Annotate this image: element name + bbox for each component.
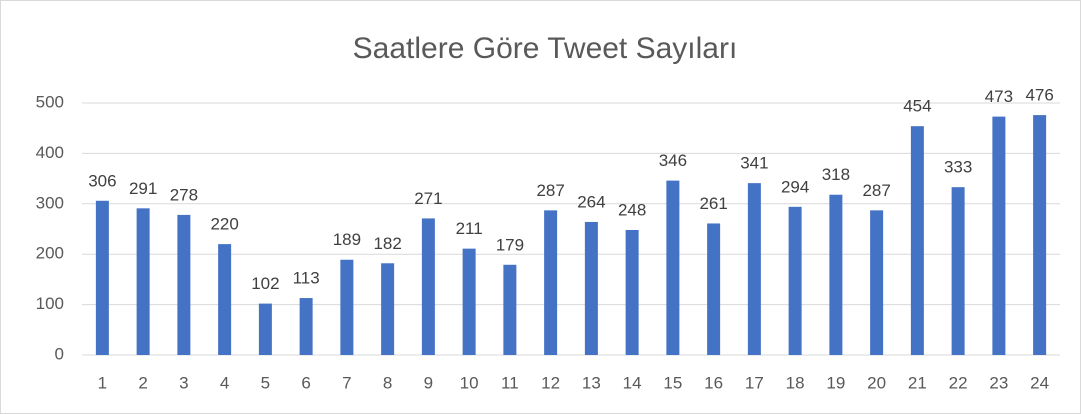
x-tick-label: 21 (908, 373, 927, 392)
x-tick-label: 23 (989, 373, 1008, 392)
bar (177, 214, 191, 355)
y-tick-label: 500 (36, 92, 64, 111)
bar (584, 221, 598, 355)
bar (1033, 115, 1047, 355)
data-label: 278 (170, 185, 198, 204)
data-label: 264 (577, 192, 605, 211)
data-label: 102 (251, 274, 279, 293)
x-tick-label: 7 (342, 373, 351, 392)
data-label: 179 (496, 235, 524, 254)
x-tick-label: 24 (1030, 373, 1049, 392)
bar (258, 303, 272, 355)
y-tick-label: 400 (36, 143, 64, 162)
data-label: 189 (333, 230, 361, 249)
bar (788, 206, 802, 355)
bar (136, 208, 150, 355)
bar (421, 218, 435, 355)
y-tick-label: 200 (36, 244, 64, 263)
bar (340, 259, 354, 355)
x-tick-label: 11 (501, 373, 519, 392)
data-label: 287 (862, 181, 890, 200)
bar (544, 210, 558, 355)
x-tick-label: 13 (582, 373, 601, 392)
data-label: 220 (210, 215, 238, 234)
data-label: 248 (618, 200, 646, 219)
data-label: 473 (985, 87, 1013, 106)
x-tick-label: 8 (383, 373, 392, 392)
bar (625, 230, 639, 355)
x-tick-label: 10 (460, 373, 479, 392)
x-tick-label: 9 (424, 373, 433, 392)
data-label: 211 (456, 219, 483, 238)
bar (870, 210, 884, 355)
data-label: 113 (293, 269, 320, 288)
data-label: 454 (903, 97, 931, 116)
x-tick-label: 5 (261, 373, 270, 392)
bar (829, 194, 843, 355)
x-tick-label: 18 (786, 373, 805, 392)
bar (707, 223, 721, 355)
bar (992, 116, 1006, 355)
x-tick-label: 6 (301, 373, 310, 392)
y-tick-label: 0 (55, 344, 64, 363)
x-tick-label: 3 (179, 373, 188, 392)
bar (381, 263, 395, 355)
bar (462, 248, 476, 355)
bar (747, 183, 761, 355)
x-tick-label: 1 (98, 373, 107, 392)
bar (299, 298, 313, 355)
data-label: 287 (536, 181, 564, 200)
data-label: 476 (1025, 86, 1053, 105)
data-label: 261 (699, 194, 727, 213)
x-tick-label: 12 (541, 373, 560, 392)
bar (951, 187, 965, 355)
bar (910, 126, 924, 356)
y-tick-label: 100 (36, 294, 64, 313)
x-tick-label: 17 (745, 373, 764, 392)
data-label: 271 (414, 189, 442, 208)
y-tick-label: 300 (36, 193, 64, 212)
x-tick-label: 20 (867, 373, 886, 392)
data-label: 333 (944, 158, 972, 177)
x-tick-label: 22 (949, 373, 968, 392)
data-label: 346 (659, 151, 687, 170)
x-tick-label: 16 (704, 373, 723, 392)
x-tick-label: 2 (138, 373, 147, 392)
bar (666, 180, 680, 355)
bar (95, 200, 109, 355)
bar (218, 244, 232, 355)
data-label: 291 (129, 179, 157, 198)
x-tick-label: 15 (663, 373, 682, 392)
data-label: 182 (373, 234, 401, 253)
data-label: 341 (740, 154, 768, 173)
data-label: 306 (88, 171, 116, 190)
bar (503, 264, 517, 355)
x-tick-label: 19 (826, 373, 845, 392)
chart-title: Saatlere Göre Tweet Sayıları (353, 32, 738, 65)
x-tick-label: 14 (623, 373, 642, 392)
data-label: 318 (822, 165, 850, 184)
data-label: 294 (781, 177, 809, 196)
x-tick-label: 4 (220, 373, 229, 392)
